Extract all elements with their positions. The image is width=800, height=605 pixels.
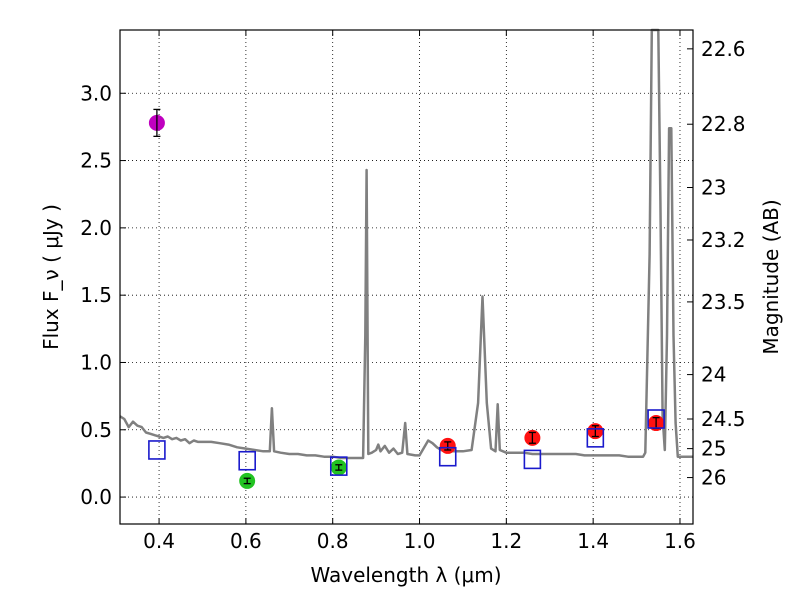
- x-tick-label: 1.6: [664, 529, 696, 553]
- right-axis-label: Magnitude (AB): [759, 199, 783, 354]
- y-axis-label: Flux F_ν ( μJy ): [39, 204, 63, 350]
- right-axis-ticks: 22.6 22.8 23 23.2 23.5 24 24.5 25 26: [687, 37, 746, 490]
- y-tick-label: 0.0: [80, 485, 112, 509]
- x-tick-label: 1.0: [404, 529, 436, 553]
- y-tick-label: 3.0: [80, 81, 112, 105]
- spectrum-line: [119, 28, 693, 460]
- model-flux-marker: [438, 446, 457, 467]
- model-flux-marker: [329, 456, 348, 476]
- x-tick-label: 1.2: [490, 529, 522, 553]
- right-tick-label: 24: [701, 363, 726, 387]
- y-axis-ticks: 0.0 0.5 1.0 1.5 2.0 2.5 3.0: [80, 81, 126, 509]
- x-axis-label: Wavelength λ (μm): [310, 563, 501, 587]
- y-tick-label: 1.5: [80, 283, 112, 307]
- y-tick-label: 2.0: [80, 216, 112, 240]
- y-tick-label: 2.5: [80, 149, 112, 173]
- x-tick-label: 0.8: [317, 529, 349, 553]
- y-tick-label: 0.5: [80, 418, 112, 442]
- right-tick-label: 26: [701, 466, 726, 490]
- right-tick-label: 23: [701, 175, 726, 199]
- y-tick-label: 1.0: [80, 350, 112, 374]
- model-flux-marker: [586, 428, 605, 448]
- model-spectrum: [119, 28, 693, 460]
- right-tick-label: 24.5: [701, 407, 746, 431]
- model-flux-marker: [523, 449, 542, 470]
- right-tick-label: 23.2: [701, 228, 746, 252]
- x-axis-ticks: 0.4 0.6 0.8 1.0 1.2 1.4 1.6: [143, 30, 696, 553]
- model-flux-marker: [238, 450, 256, 471]
- plot-frame: [119, 29, 694, 525]
- photometry-points: [148, 108, 665, 489]
- x-tick-label: 0.6: [230, 529, 262, 553]
- model-flux-marker: [647, 409, 665, 429]
- right-tick-label: 25: [701, 437, 726, 461]
- right-tick-label: 22.8: [701, 112, 746, 136]
- x-tick-label: 0.4: [143, 529, 175, 553]
- x-tick-label: 1.4: [577, 529, 609, 553]
- model-flux-marker: [148, 440, 166, 460]
- right-tick-label: 22.6: [701, 37, 746, 61]
- right-tick-label: 23.5: [701, 290, 746, 314]
